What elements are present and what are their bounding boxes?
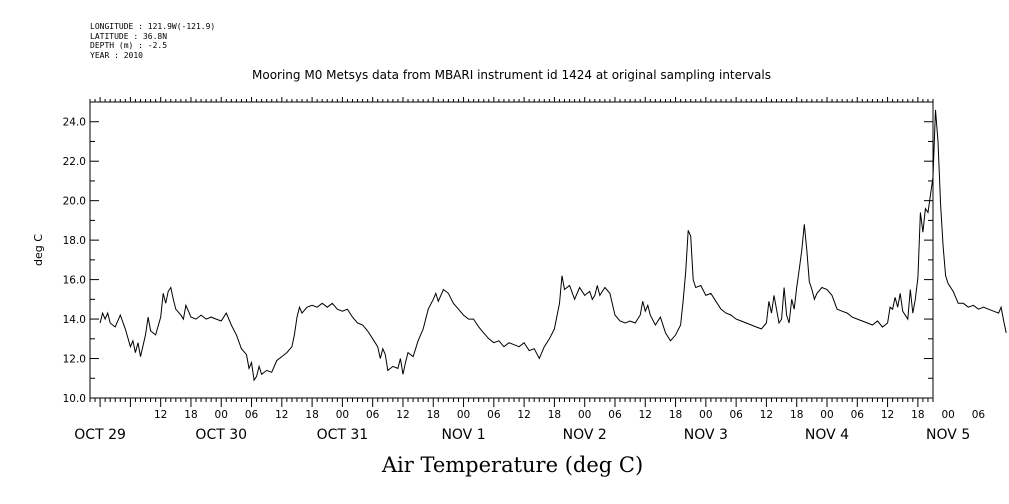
x-hour-label: 06 xyxy=(608,409,622,421)
x-hour-label: 06 xyxy=(245,409,259,421)
year-line: YEAR : 2010 xyxy=(90,50,143,60)
x-hour-label: 12 xyxy=(517,409,530,421)
x-date-label: OCT 30 xyxy=(195,427,247,443)
x-hour-label: 18 xyxy=(548,409,561,421)
x-hour-label: 00 xyxy=(820,409,833,421)
x-hour-label: 12 xyxy=(639,409,652,421)
latitude-line: LATITUDE : 36.8N xyxy=(90,31,168,41)
y-tick-label: 12.0 xyxy=(63,354,86,366)
depth-line: DEPTH (m) : -2.5 xyxy=(90,41,168,51)
x-hour-label: 06 xyxy=(972,409,986,421)
x-hour-label: 18 xyxy=(911,409,924,421)
x-hour-label: 06 xyxy=(851,409,865,421)
plot-frame xyxy=(89,101,934,399)
x-hour-label: 06 xyxy=(729,409,743,421)
x-hour-label: 18 xyxy=(427,409,440,421)
y-tick-label: 22.0 xyxy=(63,156,86,168)
x-hour-label: 06 xyxy=(366,409,380,421)
chart-title: Mooring M0 Metsys data from MBARI instru… xyxy=(252,68,771,82)
x-hour-label: 18 xyxy=(669,409,682,421)
x-hour-label: 00 xyxy=(457,409,470,421)
x-hour-label: 18 xyxy=(305,409,318,421)
x-date-label: NOV 1 xyxy=(441,427,485,443)
x-date-label: OCT 29 xyxy=(74,427,126,443)
x-date-label: OCT 31 xyxy=(317,427,369,443)
chart-title-container: Mooring M0 Metsys data from MBARI instru… xyxy=(0,68,1009,82)
x-hour-label: 00 xyxy=(336,409,349,421)
x-hour-label: 18 xyxy=(184,409,197,421)
x-hour-label: 12 xyxy=(154,409,167,421)
x-hour-label: 18 xyxy=(790,409,803,421)
y-tick-label: 14.0 xyxy=(63,314,86,326)
x-hour-label: 12 xyxy=(760,409,773,421)
y-tick-label: 18.0 xyxy=(63,235,86,247)
x-date-label: NOV 2 xyxy=(563,427,607,443)
x-hour-label: 00 xyxy=(941,409,954,421)
x-hour-label: 00 xyxy=(699,409,712,421)
x-hour-label: 12 xyxy=(881,409,894,421)
x-date-label: NOV 3 xyxy=(684,427,728,443)
y-tick-label: 20.0 xyxy=(63,196,86,208)
x-date-label: NOV 4 xyxy=(805,427,849,443)
station-metadata: LONGITUDE : 121.9W(-121.9) LATITUDE : 36… xyxy=(90,22,215,60)
y-tick-label: 24.0 xyxy=(63,117,86,129)
y-axis-label: deg C xyxy=(32,234,45,266)
series-line xyxy=(99,109,1007,382)
x-hour-label: 12 xyxy=(275,409,288,421)
y-tick-label: 10.0 xyxy=(63,393,86,405)
x-axis-label: Air Temperature (deg C) xyxy=(381,453,644,477)
y-tick-label: 16.0 xyxy=(63,275,86,287)
x-date-label: NOV 5 xyxy=(926,427,970,443)
x-hour-label: 00 xyxy=(215,409,228,421)
x-hour-label: 00 xyxy=(578,409,591,421)
x-hour-label: 06 xyxy=(487,409,501,421)
x-hour-label: 12 xyxy=(396,409,409,421)
longitude-line: LONGITUDE : 121.9W(-121.9) xyxy=(90,22,216,31)
